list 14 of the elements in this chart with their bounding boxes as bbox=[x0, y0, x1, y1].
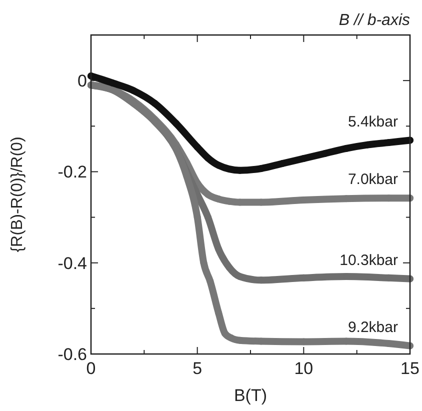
series-label: 5.4kbar bbox=[348, 113, 398, 130]
y-axis-title: {R(B)-R(0)}/R(0) bbox=[9, 136, 26, 252]
x-tick-label: 5 bbox=[192, 359, 202, 378]
series-label: 9.2kbar bbox=[348, 318, 398, 336]
y-tick-label: -0.6 bbox=[58, 345, 87, 364]
y-tick-label: -0.4 bbox=[58, 254, 87, 273]
y-tick-label: 0 bbox=[78, 72, 87, 91]
x-axis-title: B(T) bbox=[234, 386, 268, 405]
series-label: 10.3kbar bbox=[340, 252, 398, 269]
x-tick-label: 10 bbox=[294, 359, 314, 378]
chart-title: B // b-axis bbox=[338, 12, 410, 29]
y-tick-label: -0.2 bbox=[58, 162, 87, 182]
x-tick-label: 15 bbox=[400, 359, 420, 378]
series-label: 7.0kbar bbox=[348, 171, 398, 188]
